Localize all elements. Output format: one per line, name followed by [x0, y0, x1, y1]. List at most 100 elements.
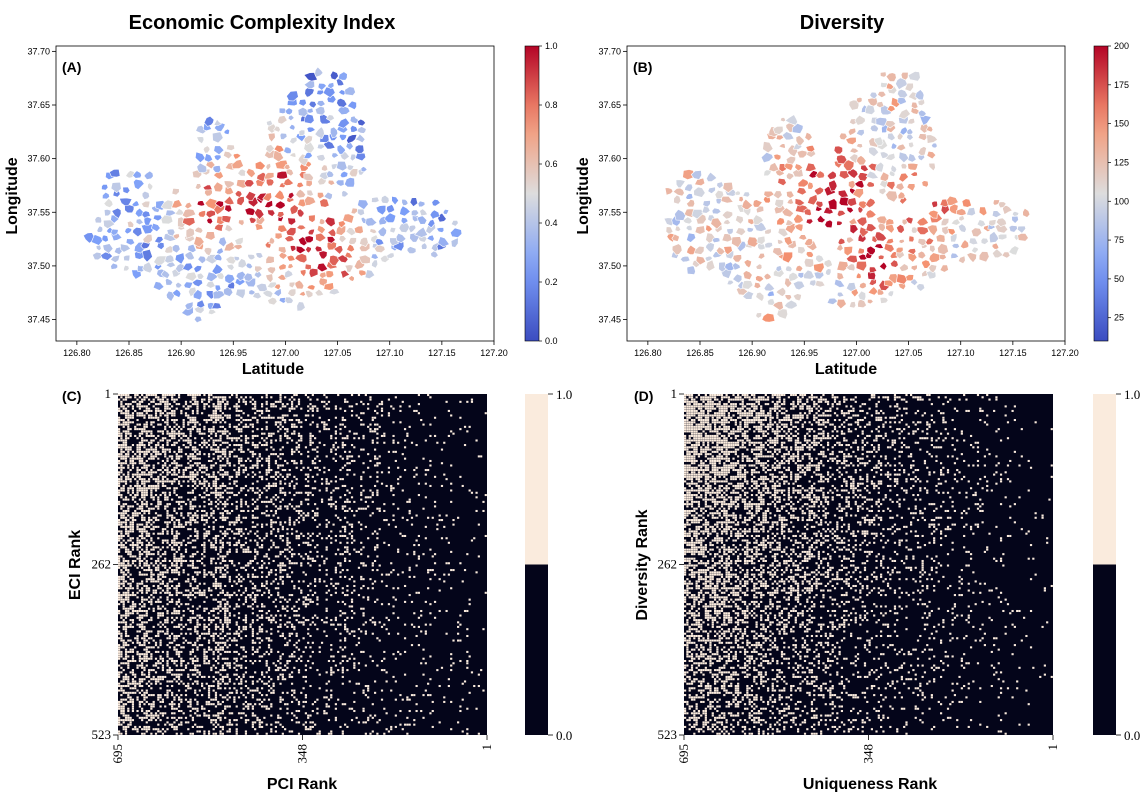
heatmap-cell: [267, 414, 271, 417]
heatmap-cell: [270, 396, 273, 399]
heatmap-cell: [231, 503, 234, 506]
heatmap-cell: [143, 491, 146, 494]
map-region: [847, 127, 857, 136]
heatmap-cell: [168, 425, 171, 428]
heatmap-cell: [290, 580, 294, 583]
heatmap-cell: [191, 480, 194, 483]
map-region: [693, 245, 705, 255]
heatmap-cell: [147, 487, 151, 490]
heatmap-cell: [295, 425, 298, 428]
heatmap-cell: [260, 437, 264, 440]
map-region: [196, 299, 206, 309]
heatmap-cell: [203, 425, 206, 428]
heatmap-cell: [242, 550, 245, 553]
heatmap-cell: [136, 587, 139, 590]
map-region: [125, 170, 135, 179]
heatmap-cell: [166, 509, 169, 512]
heatmap-cell: [228, 475, 231, 478]
heatmap-cell: [339, 407, 342, 410]
heatmap-cell: [316, 425, 319, 428]
heatmap-cell: [129, 459, 132, 462]
heatmap-cell: [293, 407, 296, 410]
heatmap-cell: [154, 519, 158, 522]
heatmap-cell: [224, 430, 227, 433]
heatmap-cell: [228, 550, 231, 553]
heatmap-cell: [164, 528, 167, 531]
heatmap-cell: [251, 607, 254, 610]
heatmap-cell: [376, 532, 379, 535]
map-region: [327, 228, 337, 237]
heatmap-cell: [219, 496, 222, 499]
heatmap-cell: [187, 437, 190, 440]
heatmap-cell: [147, 578, 151, 581]
heatmap-cell: [159, 621, 162, 624]
heatmap-cell: [175, 578, 178, 581]
heatmap-cell: [323, 428, 326, 431]
map-region: [773, 153, 782, 161]
map-region: [184, 250, 195, 261]
map-region: [288, 152, 297, 158]
heatmap-cell: [311, 434, 314, 437]
heatmap-cell: [290, 528, 294, 531]
heatmap-cell: [256, 530, 259, 533]
heatmap-cell: [203, 523, 206, 526]
heatmap-cell: [233, 448, 236, 451]
heatmap-cell: [217, 605, 220, 608]
heatmap-cell: [118, 484, 121, 487]
heatmap-cell: [166, 423, 169, 426]
heatmap-cell: [433, 553, 437, 556]
heatmap-cell: [164, 414, 167, 417]
heatmap-cell: [314, 580, 317, 583]
heatmap-cell: [286, 441, 289, 444]
heatmap-cell: [224, 407, 227, 410]
heatmap-cell: [466, 553, 469, 556]
heatmap-cell: [150, 471, 153, 474]
heatmap-cell: [194, 400, 197, 403]
heatmap-cell: [214, 462, 218, 465]
map-region: [753, 281, 762, 289]
heatmap-cell: [346, 569, 349, 572]
heatmap-cell: [316, 544, 319, 547]
map-region: [303, 72, 318, 82]
heatmap-cell: [147, 607, 151, 610]
heatmap-cell: [244, 466, 248, 469]
map-region: [960, 239, 970, 250]
heatmap-cell: [131, 621, 135, 624]
map-b-title: Diversity: [800, 12, 885, 34]
heatmap-cell: [145, 534, 148, 537]
heatmap-cell: [203, 484, 206, 487]
heatmap-cell: [323, 405, 326, 408]
heatmap-cell: [136, 512, 139, 515]
heatmap-cell: [141, 530, 144, 533]
heatmap-cell: [161, 605, 165, 608]
heatmap-cell: [284, 548, 287, 551]
heatmap-cell: [122, 582, 125, 585]
map-region: [752, 199, 763, 208]
heatmap-cell: [314, 578, 317, 581]
heatmap-cell: [150, 494, 153, 497]
heatmap-cell: [177, 403, 181, 406]
heatmap-cell: [286, 507, 289, 510]
heatmap-cell: [217, 616, 220, 619]
colorbar-tick-label: 0.8: [545, 100, 558, 110]
heatmap-cell: [187, 484, 190, 487]
map-region: [895, 182, 905, 191]
map-region: [735, 227, 747, 236]
map-region: [318, 250, 328, 260]
heatmap-cell: [198, 444, 201, 447]
heatmap-cell: [235, 403, 238, 406]
map-region: [796, 187, 808, 196]
heatmap-cell: [205, 534, 208, 537]
map-region: [721, 210, 734, 220]
heatmap-cell: [330, 537, 333, 540]
heatmap-cell: [194, 546, 197, 549]
map-region: [879, 171, 890, 182]
heatmap-cell: [244, 469, 248, 472]
map-region: [314, 288, 325, 297]
heatmap-cell: [274, 482, 278, 485]
heatmap-cell: [226, 619, 229, 622]
map-region: [152, 281, 165, 291]
heatmap-cell: [138, 396, 141, 399]
heatmap-cell: [316, 598, 319, 601]
heatmap-cell: [150, 598, 153, 601]
